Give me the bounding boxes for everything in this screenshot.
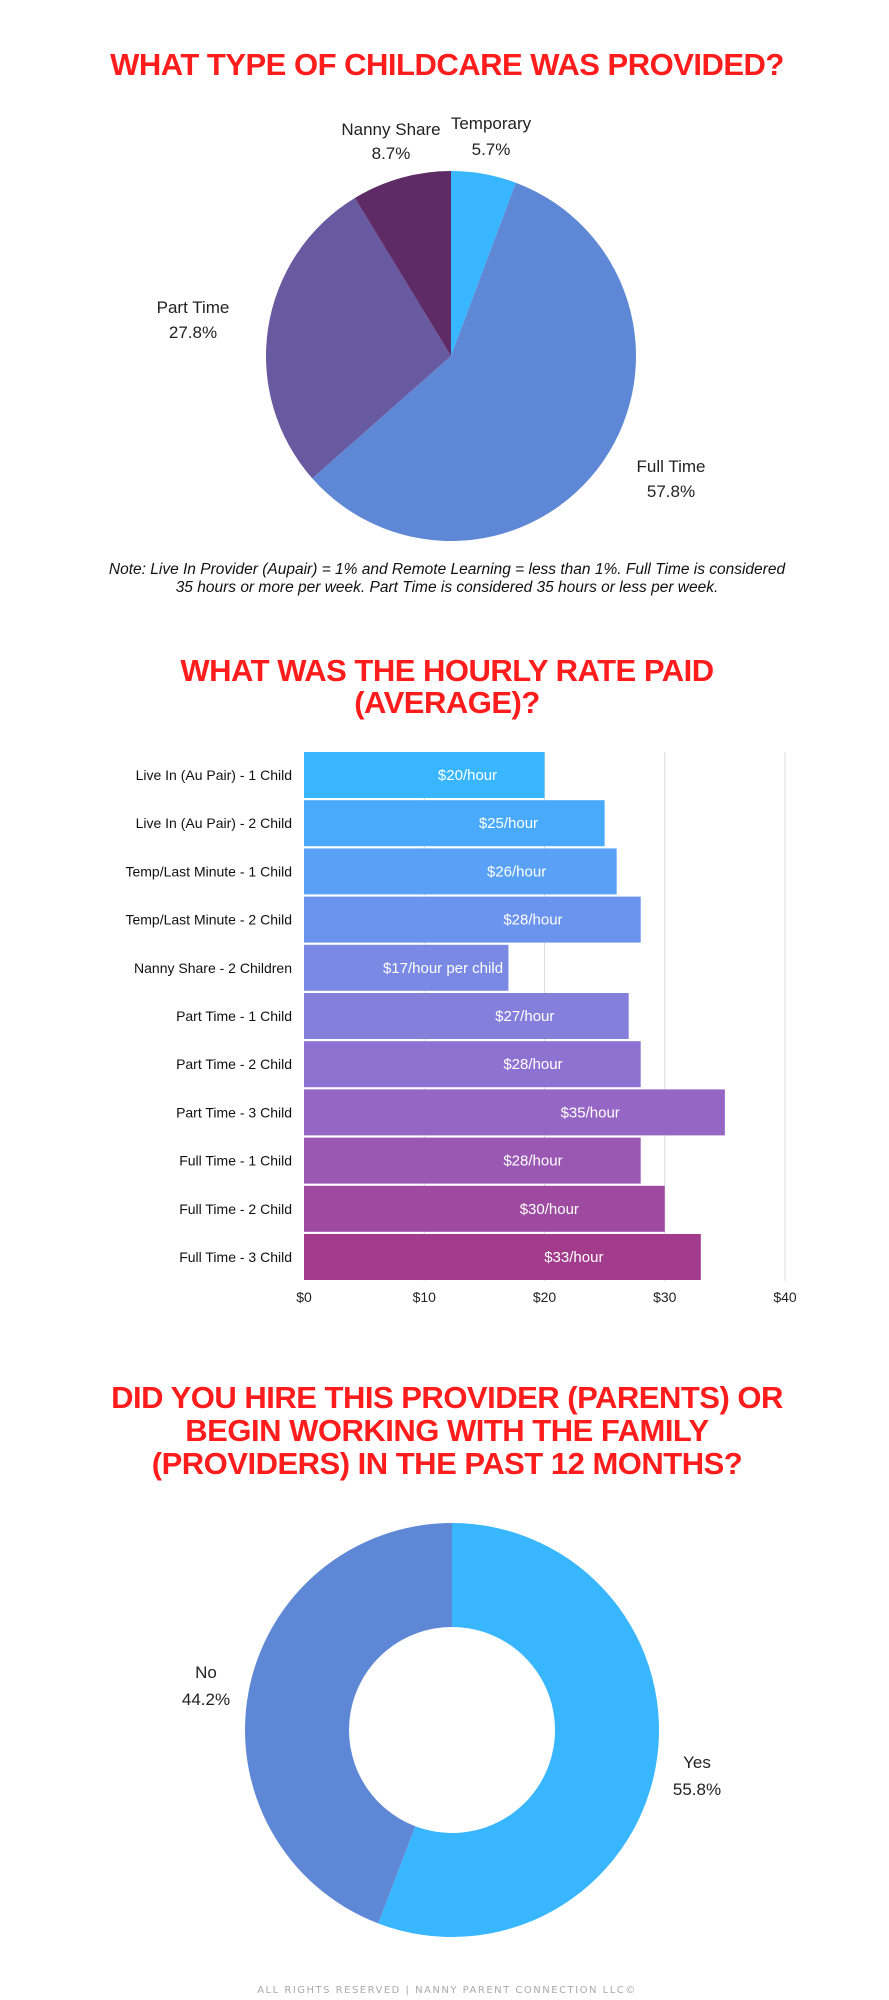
bar-data-label: $28/hour [503, 1056, 562, 1073]
bar-live-in-au-pair-1-child [304, 752, 545, 798]
slice-yes [378, 1523, 659, 1938]
bar-full-time-3-child [304, 1234, 701, 1280]
category-label: Part Time - 1 Child [176, 1008, 292, 1024]
category-label: Full Time - 3 Child [179, 1249, 292, 1265]
category-label: Part Time - 2 Child [176, 1056, 292, 1072]
x-tick-label: $40 [773, 1289, 797, 1305]
bar-part-time-3-child [304, 1089, 725, 1136]
bar-part-time-1-child [304, 993, 629, 1039]
category-label: Temp/Last Minute - 2 Child [125, 912, 292, 928]
category-label: Nanny Share - 2 Children [134, 960, 292, 976]
hourly-rate-bar-chart: $0 $10 $20 $30 $40 Live In (Au Pair) - 1 Chil… [125, 752, 797, 1305]
bar-nanny-share-2-children [304, 944, 509, 991]
category-label: Temp/Last Minute - 1 Child [125, 863, 292, 879]
bar-data-label: $28/hour [503, 912, 562, 929]
bar-data-label: $26/hour [487, 863, 546, 880]
bar-data-label: $25/hour [479, 815, 538, 832]
slice-label-temporary: Temporary [451, 114, 532, 133]
slice-label-part-time: Part Time [157, 298, 230, 317]
bar-data-label: $20/hour [438, 767, 497, 784]
bar-temp-last-minute-1-child [304, 848, 617, 895]
bar-data-label: $27/hour [495, 1008, 554, 1025]
donut-title-line-3: (PROVIDERS) IN THE PAST 12 MONTHS? [152, 1446, 742, 1481]
bar-chart-title-line-1: WHAT WAS THE HOURLY RATE PAID [180, 653, 713, 688]
bar-part-time-2-child [304, 1041, 641, 1088]
slice-value-full-time: 57.8% [647, 482, 695, 501]
donut-value-yes: 55.8% [673, 1780, 721, 1799]
bar-data-label: $30/hour [520, 1201, 579, 1218]
slice-value-nanny-share: 8.7% [372, 144, 411, 163]
slice-no [244, 1523, 452, 1924]
bar-temp-last-minute-2-child [304, 896, 641, 943]
slice-part-time [266, 197, 451, 479]
bar-chart-title-line-2: (AVERAGE)? [354, 685, 540, 720]
slice-value-part-time: 27.8% [169, 323, 217, 342]
slice-value-temporary: 5.7% [472, 140, 511, 159]
category-label: Full Time - 1 Child [179, 1153, 292, 1169]
pie-chart-title: WHAT TYPE OF CHILDCARE WAS PROVIDED? [110, 47, 784, 82]
hired-past-12-months-donut [244, 1523, 659, 1938]
bar-live-in-au-pair-2-child [304, 800, 605, 847]
x-tick-label: $20 [533, 1289, 557, 1305]
slice-full-time [312, 182, 636, 541]
bar-data-label: $17/hour per child [383, 960, 503, 977]
pie-note-line-2: 35 hours or more per week. Part Time is … [176, 579, 719, 596]
category-label: Part Time - 3 Child [176, 1104, 292, 1120]
x-tick-label: $0 [296, 1289, 312, 1305]
slice-temporary [451, 171, 516, 356]
donut-label-yes: Yes [683, 1753, 711, 1772]
donut-label-no: No [195, 1663, 217, 1682]
pie-note-line-1: Note: Live In Provider (Aupair) = 1% and… [109, 561, 787, 578]
slice-label-nanny-share: Nanny Share [341, 120, 440, 139]
category-label: Live In (Au Pair) - 2 Child [136, 815, 292, 831]
donut-title-line-1: DID YOU HIRE THIS PROVIDER (PARENTS) OR [111, 1380, 783, 1415]
x-tick-label: $10 [413, 1289, 437, 1305]
bar-full-time-2-child [304, 1185, 665, 1232]
slice-label-full-time: Full Time [637, 457, 706, 476]
donut-value-no: 44.2% [182, 1690, 230, 1709]
category-label: Live In (Au Pair) - 1 Child [136, 767, 292, 783]
slice-nanny-share [354, 171, 451, 356]
bar-data-label: $33/hour [544, 1249, 603, 1266]
category-label: Full Time - 2 Child [179, 1201, 292, 1217]
bar-data-label: $35/hour [561, 1104, 620, 1121]
x-tick-label: $30 [653, 1289, 677, 1305]
footer-copyright: ALL RIGHTS RESERVED | NANNY PARENT CONNE… [257, 1985, 637, 1996]
bar-full-time-1-child [304, 1137, 641, 1184]
bar-data-label: $28/hour [503, 1153, 562, 1170]
donut-title-line-2: BEGIN WORKING WITH THE FAMILY [185, 1413, 709, 1448]
childcare-type-pie [266, 171, 636, 541]
